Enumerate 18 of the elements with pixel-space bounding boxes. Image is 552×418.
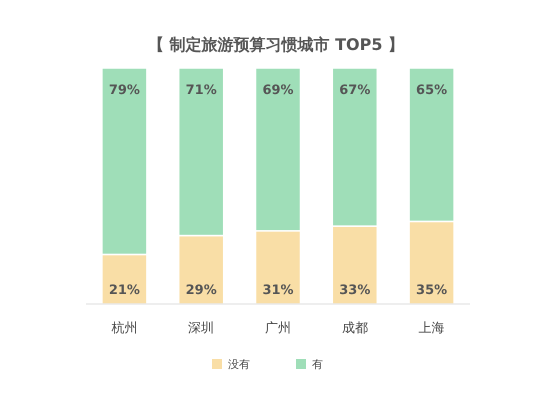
- data-label: 31%: [262, 283, 294, 298]
- data-label: 79%: [108, 83, 140, 98]
- x-tick-label: 广州: [265, 321, 291, 336]
- data-label: 69%: [262, 83, 294, 98]
- chart-title: 【 制定旅游预算习惯城市 TOP5 】: [148, 35, 404, 54]
- x-tick-label: 成都: [342, 321, 368, 336]
- data-label: 71%: [186, 83, 217, 98]
- legend-label: 没有: [228, 358, 250, 371]
- data-label: 65%: [416, 83, 448, 98]
- data-label: 67%: [339, 83, 370, 98]
- data-label: 29%: [186, 283, 217, 298]
- x-tick-label: 深圳: [188, 321, 214, 336]
- legend-label: 有: [312, 358, 323, 371]
- data-label: 35%: [416, 283, 448, 298]
- x-tick-label: 上海: [418, 321, 445, 336]
- x-tick-label: 杭州: [110, 321, 138, 336]
- data-label: 21%: [108, 283, 140, 298]
- data-label: 33%: [339, 283, 370, 298]
